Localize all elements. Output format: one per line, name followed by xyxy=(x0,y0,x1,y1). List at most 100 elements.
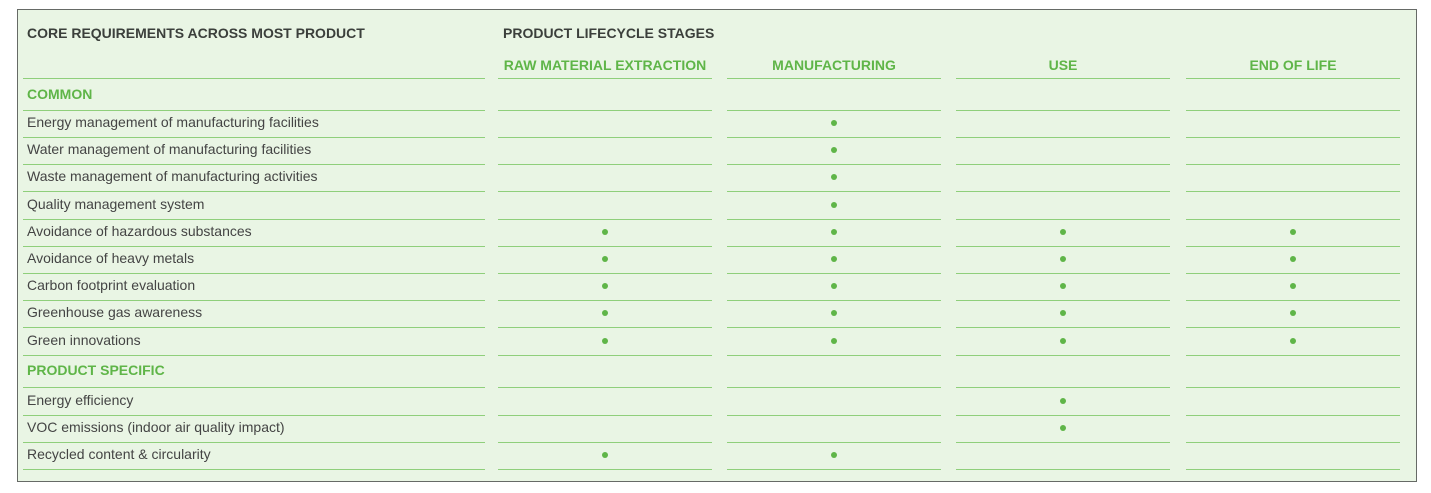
applicable-dot xyxy=(831,202,837,208)
applicable-dot xyxy=(602,338,608,344)
requirements-header: CORE REQUIREMENTS ACROSS MOST PRODUCT xyxy=(27,25,365,41)
cell-rule xyxy=(498,219,712,220)
requirement-label: Quality management system xyxy=(27,196,205,212)
cell-rule xyxy=(1186,137,1400,138)
row-rule xyxy=(23,355,485,356)
requirement-label: Waste management of manufacturing activi… xyxy=(27,168,318,184)
applicable-dot xyxy=(1060,425,1066,431)
requirement-label: Energy management of manufacturing facil… xyxy=(27,114,319,130)
applicable-dot xyxy=(831,310,837,316)
cell-rule xyxy=(727,246,941,247)
cell-rule xyxy=(1186,191,1400,192)
cell-rule xyxy=(727,327,941,328)
cell-rule xyxy=(727,110,941,111)
requirement-label: Green innovations xyxy=(27,332,141,348)
applicable-dot xyxy=(1290,338,1296,344)
applicable-dot xyxy=(602,229,608,235)
cell-rule xyxy=(956,415,1170,416)
applicable-dot xyxy=(1060,256,1066,262)
cell-rule xyxy=(498,327,712,328)
cell-rule xyxy=(1186,273,1400,274)
cell-rule xyxy=(956,442,1170,443)
cell-rule xyxy=(727,300,941,301)
cell-rule xyxy=(1186,355,1400,356)
applicable-dot xyxy=(1060,229,1066,235)
row-rule xyxy=(23,469,485,470)
cell-rule xyxy=(498,469,712,470)
cell-rule xyxy=(727,387,941,388)
cell-rule xyxy=(727,164,941,165)
row-rule xyxy=(23,137,485,138)
cell-rule xyxy=(498,415,712,416)
applicable-dot xyxy=(831,452,837,458)
section-label: COMMON xyxy=(27,86,93,102)
applicable-dot xyxy=(1060,398,1066,404)
applicable-dot xyxy=(602,256,608,262)
cell-rule xyxy=(727,273,941,274)
applicable-dot xyxy=(602,452,608,458)
cell-rule xyxy=(1186,300,1400,301)
stage-end-of-life-header-rule xyxy=(1186,78,1400,79)
row-rule xyxy=(23,191,485,192)
stage-raw-material-header: RAW MATERIAL EXTRACTION xyxy=(503,57,707,73)
stage-use-header-rule xyxy=(956,78,1170,79)
cell-rule xyxy=(727,442,941,443)
applicable-dot xyxy=(1290,283,1296,289)
cell-rule xyxy=(1186,327,1400,328)
row-rule xyxy=(23,442,485,443)
stage-manufacturing-header-rule xyxy=(727,78,941,79)
row-rule xyxy=(23,110,485,111)
row-rule xyxy=(23,387,485,388)
requirement-label: Water management of manufacturing facili… xyxy=(27,141,312,157)
stage-manufacturing-header: MANUFACTURING xyxy=(772,57,896,73)
cell-rule xyxy=(498,137,712,138)
cell-rule xyxy=(498,442,712,443)
applicable-dot xyxy=(831,338,837,344)
row-rule xyxy=(23,219,485,220)
stage-raw-material-header-rule xyxy=(498,78,712,79)
requirement-label: Recycled content & circularity xyxy=(27,446,211,462)
requirements-table: CORE REQUIREMENTS ACROSS MOST PRODUCT PR… xyxy=(17,9,1417,482)
applicable-dot xyxy=(1290,229,1296,235)
cell-rule xyxy=(1186,164,1400,165)
cell-rule xyxy=(956,219,1170,220)
applicable-dot xyxy=(831,229,837,235)
applicable-dot xyxy=(1060,338,1066,344)
cell-rule xyxy=(1186,387,1400,388)
cell-rule xyxy=(498,110,712,111)
cell-rule xyxy=(498,300,712,301)
cell-rule xyxy=(956,355,1170,356)
cell-rule xyxy=(498,273,712,274)
section-label: PRODUCT SPECIFIC xyxy=(27,362,165,378)
row-rule xyxy=(23,164,485,165)
cell-rule xyxy=(1186,219,1400,220)
cell-rule xyxy=(1186,442,1400,443)
row-rule xyxy=(23,300,485,301)
requirement-label: Avoidance of heavy metals xyxy=(27,250,195,266)
requirement-label: Carbon footprint evaluation xyxy=(27,277,196,293)
stage-use-header: USE xyxy=(1048,57,1078,73)
row-rule xyxy=(23,246,485,247)
lifecycle-header: PRODUCT LIFECYCLE STAGES xyxy=(503,25,715,41)
row-rule xyxy=(23,273,485,274)
cell-rule xyxy=(727,355,941,356)
applicable-dot xyxy=(1290,310,1296,316)
cell-rule xyxy=(1186,469,1400,470)
cell-rule xyxy=(956,273,1170,274)
cell-rule xyxy=(727,469,941,470)
cell-rule xyxy=(956,246,1170,247)
cell-rule xyxy=(1186,415,1400,416)
applicable-dot xyxy=(831,256,837,262)
applicable-dot xyxy=(1060,283,1066,289)
applicable-dot xyxy=(831,283,837,289)
header-rule xyxy=(23,78,485,79)
cell-rule xyxy=(727,219,941,220)
applicable-dot xyxy=(831,120,837,126)
cell-rule xyxy=(956,469,1170,470)
cell-rule xyxy=(1186,110,1400,111)
row-rule xyxy=(23,415,485,416)
cell-rule xyxy=(498,246,712,247)
requirement-label: Energy efficiency xyxy=(27,392,134,408)
cell-rule xyxy=(956,110,1170,111)
cell-rule xyxy=(1186,246,1400,247)
